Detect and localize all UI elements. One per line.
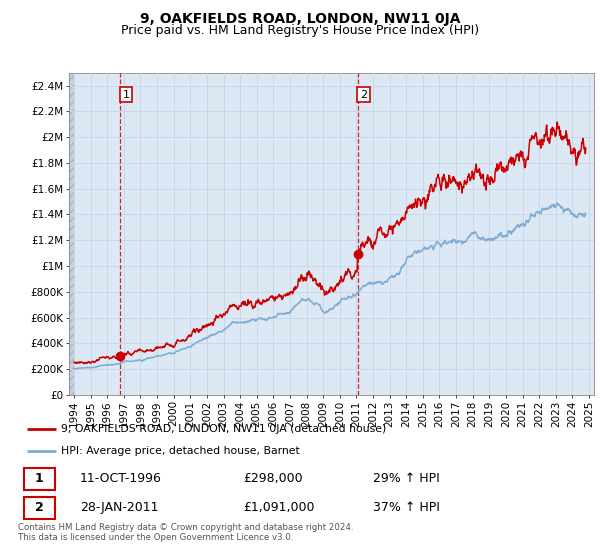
Text: HPI: Average price, detached house, Barnet: HPI: Average price, detached house, Barn…: [61, 446, 300, 455]
Bar: [69, 73, 74, 395]
Text: 2: 2: [35, 501, 44, 515]
Text: 11-OCT-1996: 11-OCT-1996: [80, 472, 162, 486]
FancyBboxPatch shape: [23, 497, 55, 519]
Text: 28-JAN-2011: 28-JAN-2011: [80, 501, 158, 515]
Text: Price paid vs. HM Land Registry's House Price Index (HPI): Price paid vs. HM Land Registry's House …: [121, 24, 479, 36]
Text: 29% ↑ HPI: 29% ↑ HPI: [373, 472, 440, 486]
FancyBboxPatch shape: [23, 468, 55, 490]
Text: 1: 1: [122, 90, 130, 100]
Text: £1,091,000: £1,091,000: [244, 501, 315, 515]
Text: 37% ↑ HPI: 37% ↑ HPI: [373, 501, 440, 515]
Text: 9, OAKFIELDS ROAD, LONDON, NW11 0JA: 9, OAKFIELDS ROAD, LONDON, NW11 0JA: [140, 12, 460, 26]
Text: 9, OAKFIELDS ROAD, LONDON, NW11 0JA (detached house): 9, OAKFIELDS ROAD, LONDON, NW11 0JA (det…: [61, 424, 387, 434]
Text: 2: 2: [360, 90, 367, 100]
Text: 1: 1: [35, 472, 44, 486]
Text: £298,000: £298,000: [244, 472, 303, 486]
Text: Contains HM Land Registry data © Crown copyright and database right 2024.
This d: Contains HM Land Registry data © Crown c…: [18, 523, 353, 543]
